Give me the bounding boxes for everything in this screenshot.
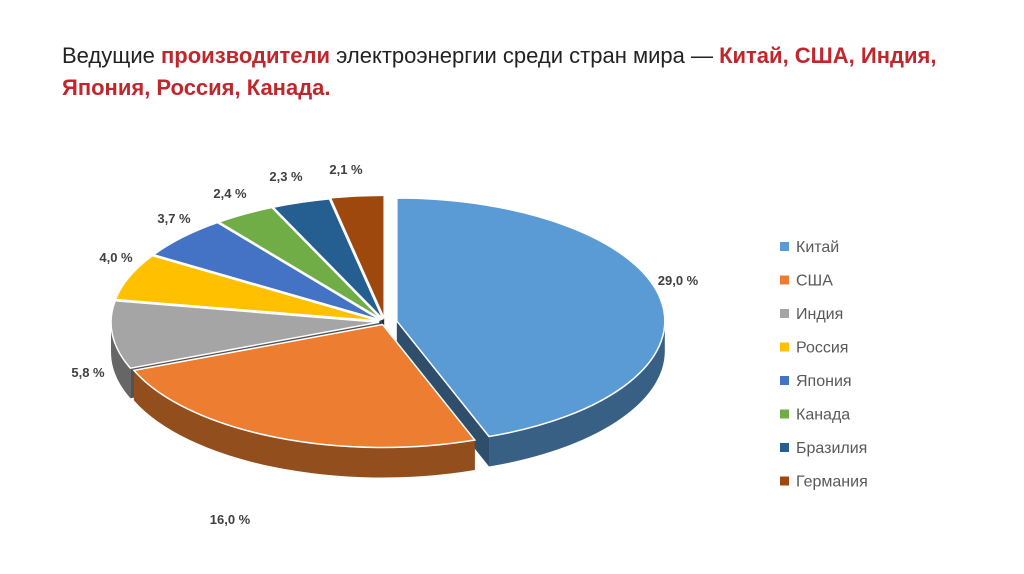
chart-legend: Китай США Индия Россия Япония Канада Бразилия Г… bbox=[780, 239, 868, 491]
legend-swatch-2 bbox=[780, 275, 789, 285]
legend-swatch-6 bbox=[780, 409, 789, 419]
legend-label-1: Китай bbox=[796, 239, 839, 256]
title-part-1: Ведущие bbox=[62, 43, 161, 68]
pie-slice-2 bbox=[132, 323, 477, 478]
pie-data-labels: 29,0 % 16,0 % 5,8 % 4,0 % 3,7 % 2,4 % 2,3 % 2,1… bbox=[71, 162, 698, 527]
legend-label-3: Индия bbox=[796, 306, 843, 323]
title-highlight-producers: производители bbox=[161, 43, 331, 68]
legend-label-6: Канада bbox=[796, 407, 850, 424]
data-label-2: 16,0 % bbox=[210, 512, 251, 527]
title-highlight-countries: Китай, США, Индия, Япония, Россия, Канад… bbox=[62, 43, 937, 100]
legend-swatch-4 bbox=[780, 342, 789, 352]
legend-label-5: Япония bbox=[796, 373, 852, 390]
pie-slices bbox=[110, 194, 666, 478]
data-label-5: 3,7 % bbox=[157, 211, 191, 226]
data-label-6: 2,4 % bbox=[213, 186, 247, 201]
legend-label-8: Германия bbox=[796, 474, 868, 491]
legend-label-4: Россия bbox=[796, 340, 848, 357]
legend-swatch-8 bbox=[780, 476, 789, 486]
legend-label-7: Бразилия bbox=[796, 440, 867, 457]
legend-swatch-5 bbox=[780, 376, 789, 385]
legend-label-2: США bbox=[796, 273, 833, 290]
legend-swatch-3 bbox=[780, 309, 789, 318]
data-label-1: 29,0 % bbox=[658, 273, 699, 288]
legend-swatch-7 bbox=[780, 443, 789, 452]
title-part-3: электроэнергии среди стран мира — bbox=[330, 43, 720, 68]
data-label-4: 4,0 % bbox=[99, 250, 133, 265]
slide-title: Ведущие производители электроэнергии сре… bbox=[62, 40, 962, 104]
data-label-7: 2,3 % bbox=[269, 169, 303, 184]
data-label-3: 5,8 % bbox=[71, 365, 105, 380]
legend-swatch-1 bbox=[780, 242, 789, 251]
data-label-8: 2,1 % bbox=[329, 162, 363, 177]
